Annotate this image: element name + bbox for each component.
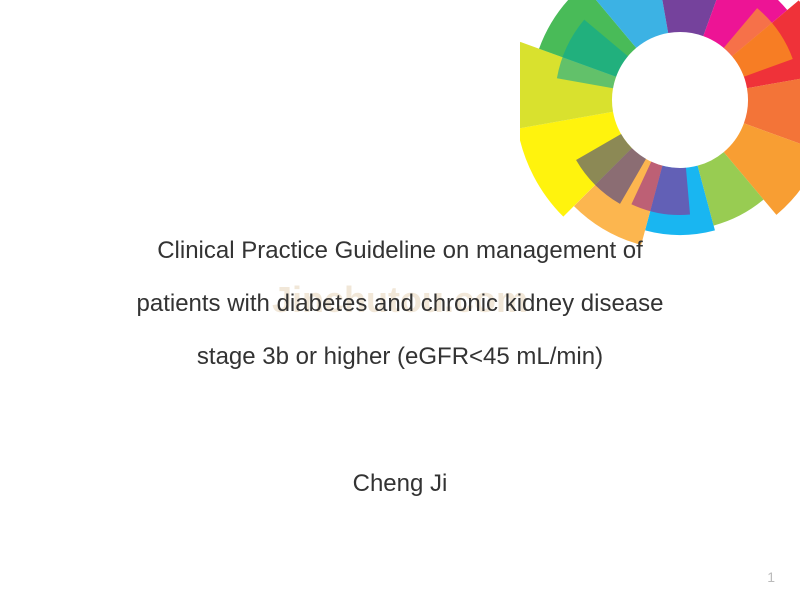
radial-wedge-svg (520, 0, 800, 260)
title-line-2: patients with diabetes and chronic kidne… (60, 278, 740, 331)
title-block: Clinical Practice Guideline on managemen… (0, 225, 800, 383)
author-name: Cheng Ji (0, 470, 800, 498)
title-line-3: stage 3b or higher (eGFR<45 mL/min) (60, 331, 740, 384)
color-wheel-decoration (520, 0, 800, 260)
title-line-1: Clinical Practice Guideline on managemen… (60, 225, 740, 278)
page-number: 1 (767, 569, 775, 585)
slide: Jinchutou.com Clinical Practice Guidelin… (0, 0, 800, 600)
